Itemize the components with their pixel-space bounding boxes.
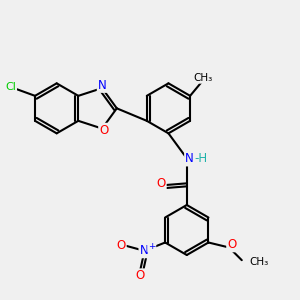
Text: -H: -H [194,152,207,166]
Text: Cl: Cl [5,82,16,92]
Text: N: N [185,152,194,166]
Text: O: O [227,238,236,251]
Text: N: N [140,244,148,257]
Text: N: N [98,79,106,92]
Text: +: + [148,242,156,251]
Text: O: O [99,124,108,137]
Text: O: O [116,239,126,252]
Text: CH₃: CH₃ [193,73,212,83]
Text: O: O [157,177,166,190]
Text: CH₃: CH₃ [249,257,268,267]
Text: O: O [135,269,144,282]
